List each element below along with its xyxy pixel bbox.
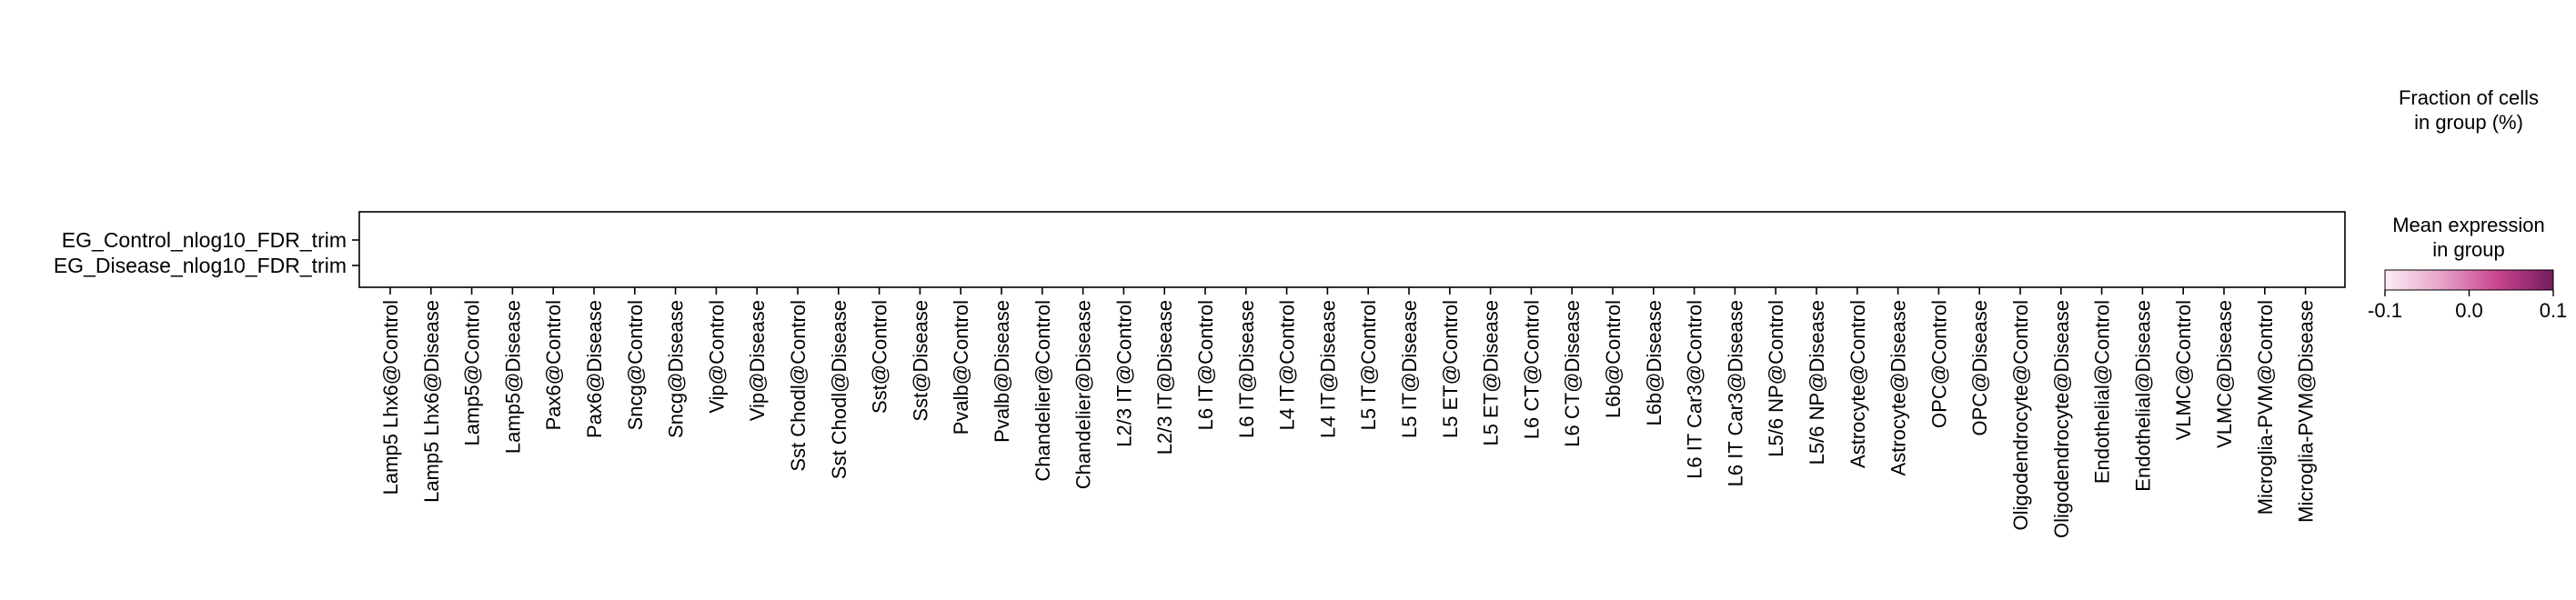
column-label: L5 ET@Control [1439, 300, 1462, 438]
column-label: L5 IT@Disease [1398, 300, 1421, 438]
colorbar-tick-label: 0.0 [2455, 299, 2483, 322]
column-label: L5 ET@Disease [1480, 300, 1503, 446]
column-label: Sncg@Control [624, 300, 647, 430]
column-label: L6 IT@Disease [1235, 300, 1258, 438]
column-label: Vip@Control [705, 300, 728, 414]
column-label: L4 IT@Control [1276, 300, 1299, 430]
column-label: L6 IT Car3@Disease [1724, 300, 1746, 486]
row-label: EG_Control_nlog10_FDR_trim [62, 228, 347, 252]
column-label: Sst Chodl@Disease [828, 300, 850, 479]
column-label: Lamp5 Lhx6@Control [379, 300, 402, 495]
column-label: L6 IT@Control [1194, 300, 1217, 430]
column-label: L6 CT@Control [1520, 300, 1543, 439]
column-ticks [389, 287, 2307, 295]
column-label: Sst Chodl@Control [787, 300, 810, 472]
column-label: L5/6 NP@Disease [1806, 300, 1828, 465]
colorbar-tick-label: -0.1 [2368, 299, 2402, 322]
column-label: Sst@Control [869, 300, 891, 414]
column-label: Lamp5 Lhx6@Disease [420, 300, 443, 503]
column-label: Sst@Disease [909, 300, 931, 422]
column-label: Astrocyte@Disease [1887, 300, 1910, 476]
column-label: Pvalb@Disease [991, 300, 1013, 443]
column-label: L6b@Control [1602, 300, 1625, 418]
column-label: VLMC@Control [2172, 300, 2195, 440]
column-label: Microglia-PVM@Control [2254, 300, 2277, 515]
column-label: Lamp5@Control [461, 300, 484, 446]
column-labels: Lamp5 Lhx6@Control Lamp5 Lhx6@Disease Lamp… [379, 300, 2318, 538]
column-label: L5 IT@Control [1357, 300, 1380, 430]
column-label: Chandelier@Disease [1072, 300, 1095, 489]
colorbar-tick-label: 0.1 [2540, 299, 2568, 322]
column-label: L2/3 IT@Disease [1153, 300, 1176, 455]
column-label: VLMC@Disease [2213, 300, 2236, 448]
column-label: L6 CT@Disease [1561, 300, 1584, 447]
colorbar-ticks: -0.1 0.0 0.1 [2368, 290, 2567, 322]
column-label: OPC@Control [1927, 300, 1950, 428]
plot-frame [358, 211, 2346, 288]
column-label: Astrocyte@Control [1846, 300, 1869, 468]
column-label: Oligodendrocyte@Disease [2050, 300, 2073, 538]
row-label: EG_Disease_nlog10_FDR_trim [54, 254, 347, 277]
column-label: Sncg@Disease [665, 300, 688, 438]
column-label: Lamp5@Disease [501, 300, 524, 454]
column-label: OPC@Disease [1968, 300, 1991, 436]
size-legend-title: Fraction of cells in group (%) [2399, 86, 2539, 134]
column-label: L4 IT@Disease [1316, 300, 1339, 438]
column-label: Pvalb@Control [950, 300, 972, 435]
column-label: Endothelial@Disease [2131, 300, 2154, 492]
column-label: L5/6 NP@Control [1765, 300, 1787, 457]
column-label: Vip@Disease [746, 300, 769, 421]
column-label: L2/3 IT@Control [1112, 300, 1135, 447]
column-label: L6 IT Car3@Control [1684, 300, 1706, 479]
column-label: Microglia-PVM@Disease [2295, 300, 2318, 523]
column-label: Pax6@Disease [583, 300, 606, 438]
column-label: Oligodendrocyte@Control [2009, 300, 2032, 530]
column-label: Chandelier@Control [1031, 300, 1054, 482]
column-label: L6b@Disease [1643, 300, 1665, 426]
row-labels: EG_Control_nlog10_FDR_trimEG_Disease_nlo… [54, 228, 359, 277]
column-label: Pax6@Control [542, 300, 565, 430]
column-label: Endothelial@Control [2091, 300, 2114, 484]
colorbar [2384, 269, 2554, 291]
color-legend-title: Mean expression in group [2392, 214, 2545, 261]
